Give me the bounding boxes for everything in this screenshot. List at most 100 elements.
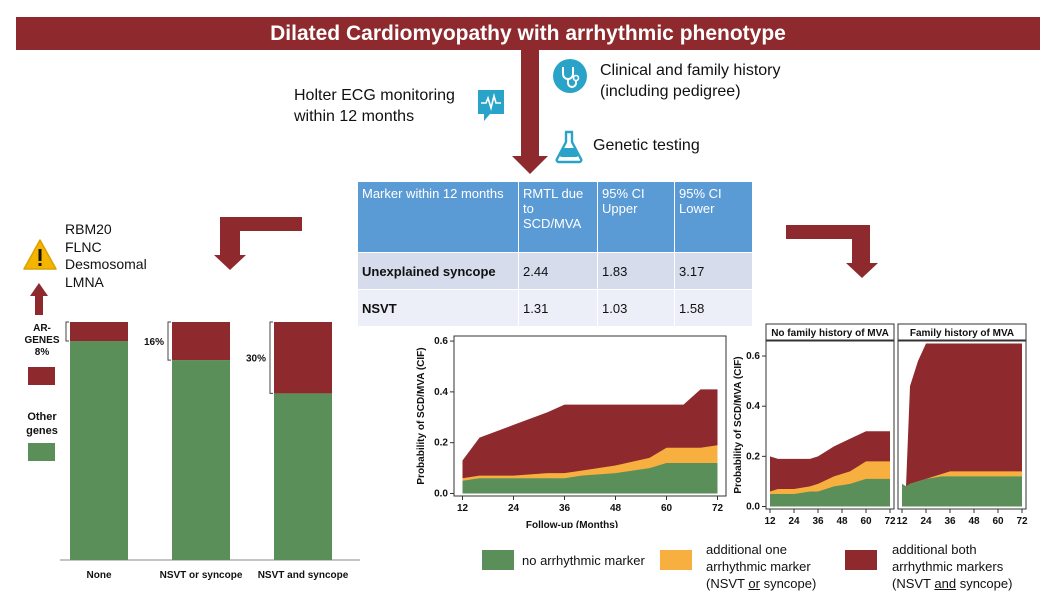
category-label: NSVT or syncope [160, 570, 243, 581]
y-tick-label: 0.6 [434, 336, 448, 347]
ecg-chat-icon [478, 90, 504, 121]
table-header-row: Marker within 12 months RMTL due to SCD/… [358, 182, 753, 253]
left-arrow-stem [220, 217, 240, 257]
x-tick-label: 36 [812, 516, 824, 527]
area-no-marker [462, 462, 718, 494]
gene-item: LMNA [65, 273, 104, 290]
legend-label-red: additional both arrhythmic markers (NSVT… [892, 541, 1012, 592]
table-cell: Unexplained syncope [358, 252, 519, 290]
right-arrow-head [846, 263, 878, 278]
x-tick-label: 36 [944, 516, 956, 527]
table-header-lower: 95% CI Lower [674, 182, 753, 253]
table-cell: 1.58 [674, 289, 753, 326]
markers-table: Marker within 12 months RMTL due to SCD/… [358, 182, 753, 326]
category-label: None [87, 570, 112, 581]
bar-segment [274, 393, 332, 560]
gene-item: Desmosomal [65, 256, 147, 272]
annotation-label: 16% [144, 337, 164, 348]
x-axis-title: Follow-up (Months) [526, 520, 618, 528]
legend-swatch-red [845, 550, 877, 570]
clinical-history-text: Clinical and family history (including p… [600, 60, 781, 102]
up-arrow-head [30, 283, 48, 296]
cif-chart-overall: 12 24 36 48 60 72 0.0 0.2 0.4 0.6 Follow-up (Month… [416, 335, 727, 528]
bar-segment [70, 322, 128, 342]
legend-swatch-orange [660, 550, 692, 570]
y-tick-label: 0.2 [746, 451, 760, 462]
gene-list: RBM20 FLNC Desmosomal LMNA [65, 221, 147, 291]
genetic-testing-text: Genetic testing [593, 137, 700, 154]
annotation-bracket [269, 321, 273, 394]
clinical-line2: (including pedigree) [600, 83, 741, 100]
y-tick-label: 0.4 [746, 401, 760, 412]
genes-text: genes [26, 425, 58, 437]
other-text: Other [27, 411, 57, 423]
area-no-marker [902, 476, 1022, 507]
table-cell: NSVT [358, 289, 519, 326]
annotation-bracket [65, 321, 69, 342]
warning-icon [23, 239, 57, 270]
gene-bar-chart: None NSVT or syncope 16% NSVT and syncope 30… [60, 321, 360, 581]
ar-genes-swatch [28, 367, 55, 385]
bar-segment [274, 322, 332, 394]
y-tick-label: 0.2 [434, 438, 448, 449]
bar-segment [70, 341, 128, 560]
x-tick-label: 24 [508, 503, 520, 514]
x-tick-label: 24 [788, 516, 800, 527]
clinical-line1: Clinical and family history [600, 62, 781, 79]
annotation-bracket [167, 321, 171, 361]
right-arrow-stem [852, 225, 870, 265]
other-genes-label: Other genes [22, 410, 62, 438]
ar-genes-pct: 8% [34, 347, 50, 358]
table-row: NSVT 1.31 1.03 1.58 [358, 289, 753, 326]
x-tick-label: 24 [920, 516, 932, 527]
ar-genes-label: AR-GENES 8% [22, 323, 62, 359]
x-tick-label: 60 [860, 516, 872, 527]
legend-underlined-word: and [934, 576, 957, 591]
page-title: Dilated Cardiomyopathy with arrhythmic p… [16, 17, 1040, 50]
area-no-marker [770, 478, 890, 507]
facet-title: No family history of MVA [771, 328, 889, 339]
left-arrow-bar [220, 217, 302, 231]
table-cell: 1.31 [518, 289, 598, 326]
x-tick-label: 72 [884, 516, 896, 527]
legend-label-green: no arrhythmic marker [522, 553, 645, 568]
stethoscope-icon [553, 59, 587, 93]
table-header-upper: 95% CI Upper [597, 182, 675, 253]
x-tick-label: 48 [836, 516, 848, 527]
facet-strip [765, 323, 895, 341]
table-cell: 3.17 [674, 252, 753, 290]
legend-orange-line2: arrhythmic marker [706, 559, 811, 574]
table-header-marker: Marker within 12 months [358, 182, 519, 253]
annotation-label: 30% [246, 354, 266, 365]
legend-red-line1: additional both [892, 542, 977, 557]
x-tick-label: 72 [712, 503, 724, 514]
gene-item: RBM20 [65, 221, 112, 237]
x-tick-label: 60 [661, 503, 673, 514]
area-both-markers [902, 343, 1022, 507]
holter-text: Holter ECG monitoring within 12 months [294, 85, 455, 127]
table-row: Unexplained syncope 2.44 1.83 3.17 [358, 252, 753, 290]
y-tick-label: 0.0 [746, 501, 760, 512]
x-tick-label: 72 [1016, 516, 1028, 527]
gene-item: FLNC [65, 238, 102, 255]
legend-underlined-word: or [748, 576, 760, 591]
x-tick-label: 36 [559, 503, 571, 514]
ar-genes-text: AR-GENES [24, 323, 60, 346]
center-arrow-shaft [521, 50, 539, 158]
table-cell: 1.83 [597, 252, 675, 290]
x-tick-label: 12 [764, 516, 776, 527]
legend-label-orange: additional one arrhythmic marker (NSVT o… [706, 541, 816, 592]
x-tick-label: 12 [896, 516, 908, 527]
y-axis-title: Probability of SCD/MVA (CIF) [416, 347, 427, 484]
flask-icon [555, 130, 583, 164]
x-tick-label: 48 [610, 503, 622, 514]
up-arrow-shaft [35, 293, 43, 315]
x-tick-label: 48 [968, 516, 980, 527]
table-header-rmtl: RMTL due to SCD/MVA [518, 182, 598, 253]
y-tick-label: 0.6 [746, 351, 760, 362]
legend-red-line2: arrhythmic markers [892, 559, 1004, 574]
other-genes-swatch [28, 443, 55, 461]
right-arrow-bar [786, 225, 870, 239]
